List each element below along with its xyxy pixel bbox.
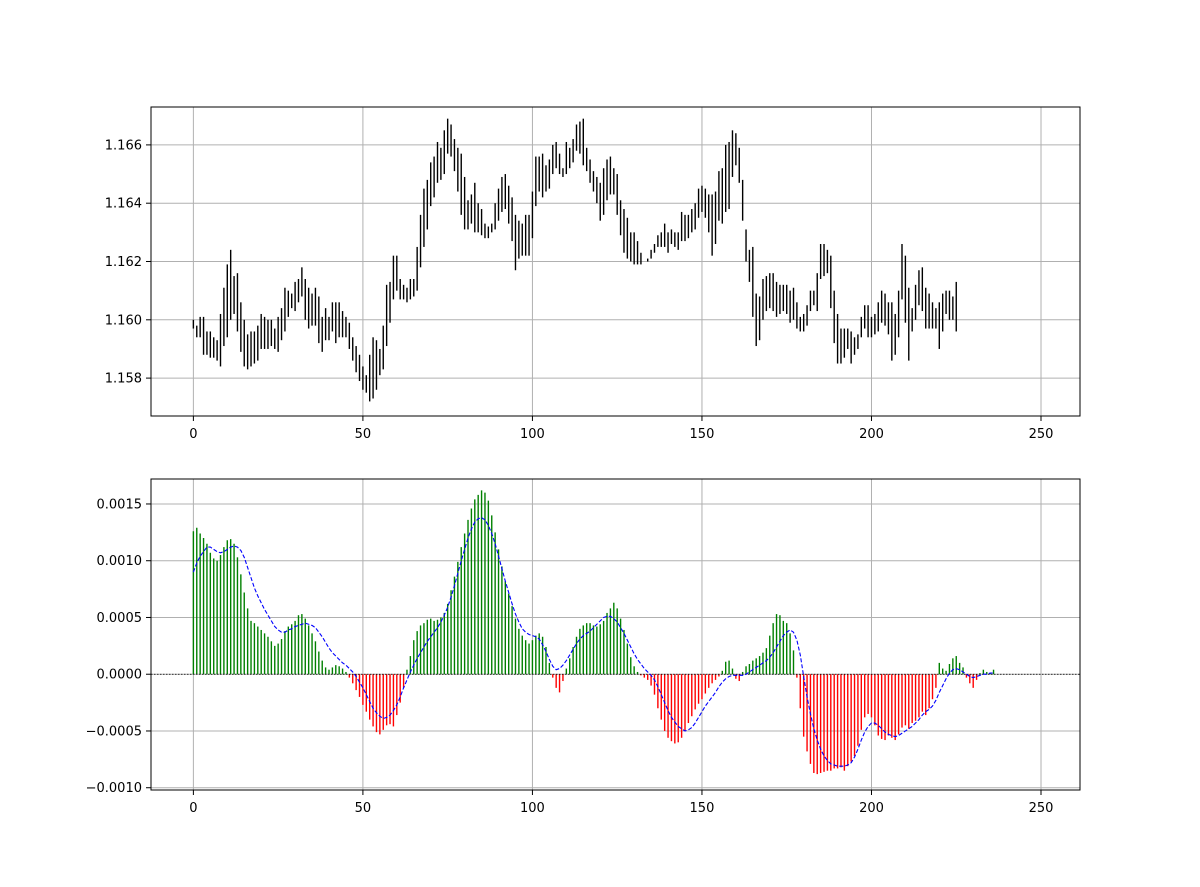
price-chart-panel: 0 50 100 150 200 250 1.158 1.160 1.162 1.164 1.16… [105, 106, 1081, 442]
x-tick-label: 200 [859, 427, 884, 442]
y-tick-label: −0.0010 [86, 781, 142, 796]
price-bars [192, 118, 957, 402]
x-tick-label: 250 [1029, 427, 1054, 442]
y-tick-label: 0.0015 [97, 497, 143, 512]
oscillator-x-axis: 0 50 100 150 200 250 [189, 790, 1053, 816]
x-tick-label: 250 [1029, 801, 1054, 816]
y-tick-label: 0.0000 [97, 668, 143, 683]
price-y-axis: 1.158 1.160 1.162 1.164 1.166 [105, 138, 151, 387]
oscillator-chart-panel: 0 50 100 150 200 250 −0.0010 −0.0005 0.0000 0.00… [86, 478, 1081, 816]
y-tick-label: 1.162 [105, 255, 142, 270]
price-x-axis: 0 50 100 150 200 250 [189, 416, 1053, 442]
x-tick-label: 150 [690, 801, 715, 816]
y-tick-label: 1.160 [105, 313, 142, 328]
x-tick-label: 200 [859, 801, 884, 816]
y-tick-label: 1.158 [105, 372, 142, 387]
x-tick-label: 0 [189, 427, 197, 442]
y-tick-label: 0.0005 [97, 611, 143, 626]
x-tick-label: 50 [355, 427, 372, 442]
oscillator-y-axis: −0.0010 −0.0005 0.0000 0.0005 0.0010 0.0015 [86, 497, 151, 796]
x-tick-label: 100 [520, 427, 545, 442]
signal-line [192, 516, 994, 767]
x-tick-label: 150 [690, 427, 715, 442]
y-tick-label: 1.166 [105, 138, 142, 153]
x-tick-label: 100 [520, 801, 545, 816]
y-tick-label: 1.164 [105, 197, 142, 212]
oscillator-chart-frame [150, 478, 1081, 791]
x-tick-label: 50 [355, 801, 372, 816]
x-tick-label: 0 [189, 801, 197, 816]
y-tick-label: −0.0005 [86, 724, 142, 739]
price-grid [151, 107, 1080, 416]
y-tick-label: 0.0010 [97, 554, 143, 569]
